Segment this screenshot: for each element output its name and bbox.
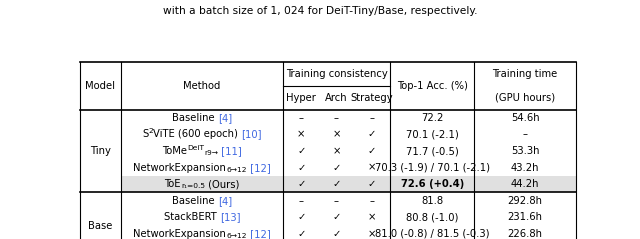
Text: StackBERT: StackBERT	[164, 212, 220, 222]
Text: r₁=0.5: r₁=0.5	[181, 183, 205, 189]
Text: Base: Base	[88, 221, 113, 231]
Text: ×: ×	[368, 163, 376, 173]
Text: NetworkExpansion: NetworkExpansion	[134, 229, 227, 239]
Text: 2: 2	[148, 128, 153, 134]
Text: Strategy: Strategy	[351, 93, 393, 103]
Text: ViTE (600 epoch): ViTE (600 epoch)	[153, 130, 241, 140]
Text: 72.6 (+0.4): 72.6 (+0.4)	[401, 179, 464, 189]
Text: [4]: [4]	[218, 113, 232, 123]
Text: 226.8h: 226.8h	[508, 229, 543, 239]
Text: Baseline: Baseline	[172, 196, 218, 206]
Text: Tiny: Tiny	[90, 146, 111, 156]
Text: ×: ×	[368, 212, 376, 222]
Text: –: –	[334, 196, 339, 206]
Text: Hyper: Hyper	[286, 93, 316, 103]
Text: Arch: Arch	[325, 93, 348, 103]
Text: ×: ×	[297, 130, 305, 140]
Text: –: –	[369, 113, 374, 123]
Text: ×: ×	[332, 146, 340, 156]
Text: 71.7 (-0.5): 71.7 (-0.5)	[406, 146, 458, 156]
Text: 81.0 (-0.8) / 81.5 (-0.3): 81.0 (-0.8) / 81.5 (-0.3)	[375, 229, 490, 239]
Text: NetworkExpansion: NetworkExpansion	[134, 163, 227, 173]
Text: Method: Method	[183, 81, 221, 91]
Text: Training time: Training time	[493, 69, 558, 79]
Text: Model: Model	[85, 81, 115, 91]
Text: ToMe: ToMe	[162, 146, 187, 156]
Text: DeiT: DeiT	[187, 145, 204, 151]
Text: 6→12: 6→12	[227, 233, 247, 239]
Text: 70.1 (-2.1): 70.1 (-2.1)	[406, 130, 458, 140]
Text: ✓: ✓	[297, 229, 305, 239]
Bar	[121, 176, 576, 192]
Text: ✓: ✓	[297, 146, 305, 156]
Text: with a batch size of 1, 024 for DeiT-Tiny/Base, respectively.: with a batch size of 1, 024 for DeiT-Tin…	[163, 6, 477, 16]
Text: [11]: [11]	[218, 146, 242, 156]
Text: 292.8h: 292.8h	[508, 196, 543, 206]
Text: ✓: ✓	[297, 163, 305, 173]
Text: ToE: ToE	[164, 179, 181, 189]
Text: 81.8: 81.8	[421, 196, 444, 206]
Text: 80.8 (-1.0): 80.8 (-1.0)	[406, 212, 458, 222]
Text: –: –	[369, 196, 374, 206]
Text: ✓: ✓	[332, 212, 340, 222]
Text: ×: ×	[368, 229, 376, 239]
Text: ✓: ✓	[368, 146, 376, 156]
Text: 43.2h: 43.2h	[511, 163, 540, 173]
Text: [13]: [13]	[220, 212, 240, 222]
Text: ×: ×	[332, 130, 340, 140]
Text: –: –	[299, 113, 304, 123]
Text: 231.6h: 231.6h	[508, 212, 543, 222]
Text: ✓: ✓	[332, 179, 340, 189]
Text: 44.2h: 44.2h	[511, 179, 540, 189]
Text: Training consistency: Training consistency	[286, 69, 388, 79]
Text: 72.2: 72.2	[421, 113, 444, 123]
Text: [12]: [12]	[247, 229, 271, 239]
Text: Baseline: Baseline	[172, 113, 218, 123]
Text: 70.3 (-1.9) / 70.1 (-2.1): 70.3 (-1.9) / 70.1 (-2.1)	[374, 163, 490, 173]
Text: 53.3h: 53.3h	[511, 146, 540, 156]
Text: 6→12: 6→12	[227, 167, 247, 173]
Text: (GPU hours): (GPU hours)	[495, 93, 556, 103]
Text: Top-1 Acc. (%): Top-1 Acc. (%)	[397, 81, 468, 91]
Text: –: –	[523, 130, 527, 140]
Text: –: –	[334, 113, 339, 123]
Text: –: –	[299, 196, 304, 206]
Text: ✓: ✓	[297, 212, 305, 222]
Text: r9→: r9→	[204, 150, 218, 156]
Text: [10]: [10]	[241, 130, 262, 140]
Text: ✓: ✓	[332, 229, 340, 239]
Text: ✓: ✓	[368, 130, 376, 140]
Text: (Ours): (Ours)	[205, 179, 239, 189]
Text: [4]: [4]	[218, 196, 232, 206]
Text: 54.6h: 54.6h	[511, 113, 540, 123]
Text: [12]: [12]	[247, 163, 271, 173]
Text: S: S	[142, 130, 148, 140]
Text: ✓: ✓	[332, 163, 340, 173]
Text: ✓: ✓	[368, 179, 376, 189]
Text: ✓: ✓	[297, 179, 305, 189]
